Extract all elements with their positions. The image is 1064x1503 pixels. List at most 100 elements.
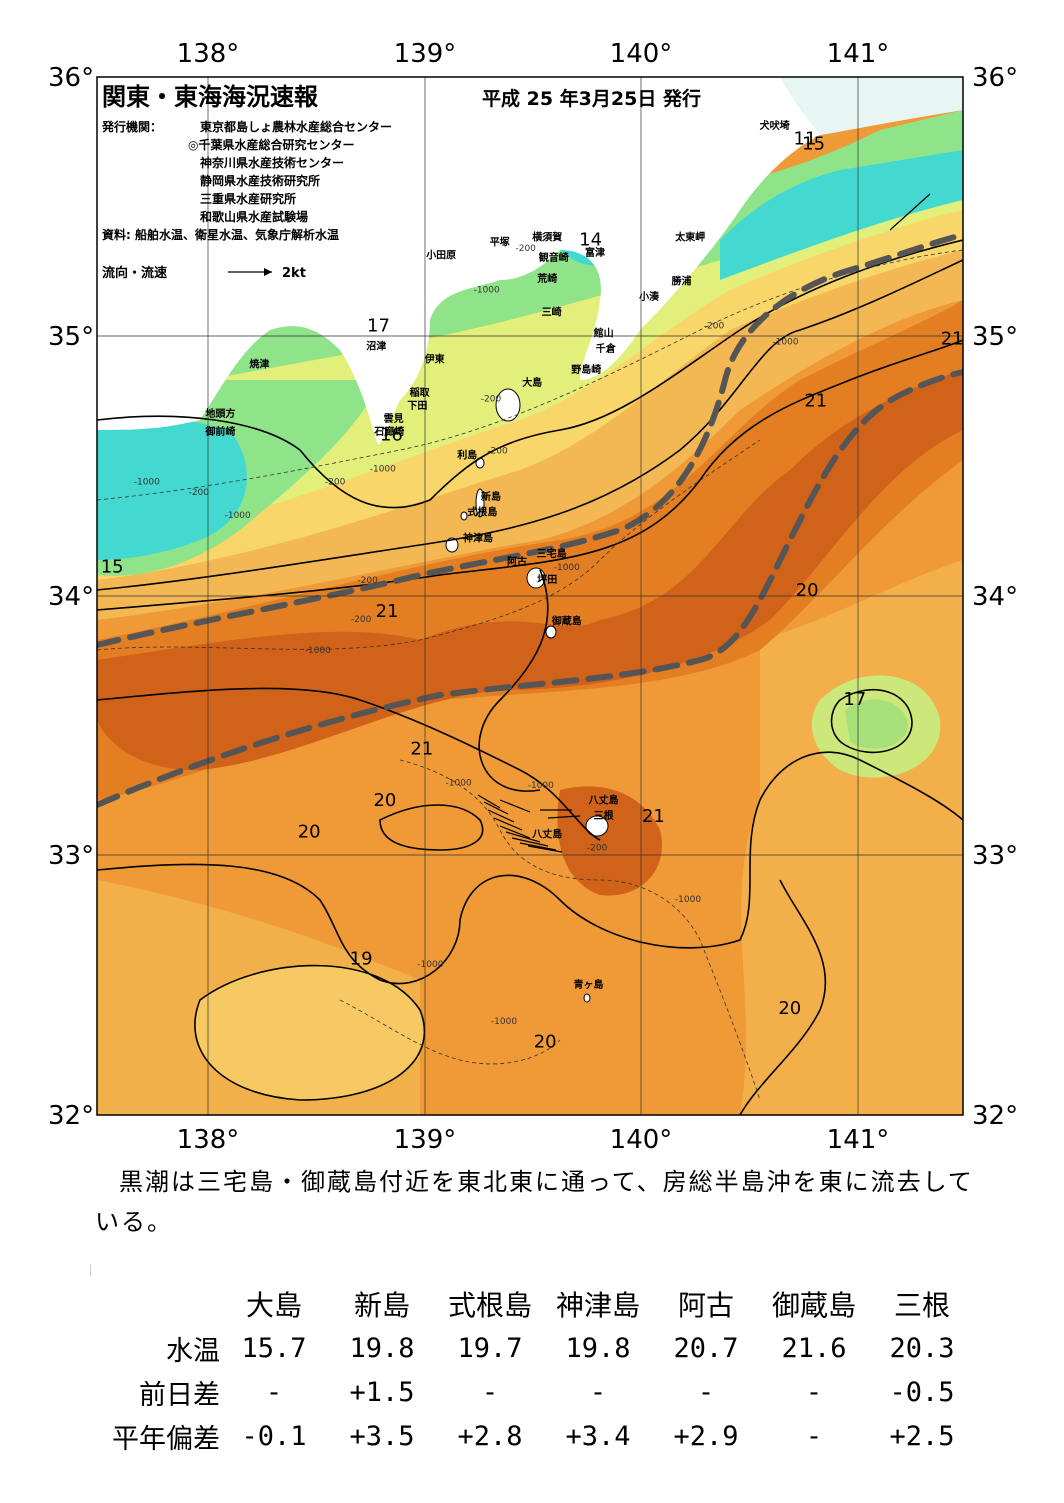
depth-label: -1000: [772, 337, 798, 347]
depth-label: -1000: [491, 1017, 517, 1027]
depth-label: -1000: [446, 778, 472, 788]
place-label: 太東岬: [674, 231, 705, 244]
place-label: 大島: [522, 376, 542, 389]
lon-label-bottom: 138°: [177, 1125, 240, 1155]
lat-label-left: 34°: [48, 582, 94, 612]
publisher: 和歌山県水産試験場: [199, 209, 308, 224]
summary-text: 黒潮は三宅島・御蔵島付近を東北東に通って、房総半島沖を東に流去している。: [95, 1168, 974, 1236]
place-label: 富津: [585, 246, 605, 259]
depth-label: -200: [351, 615, 372, 625]
row-header: 前日差: [139, 1379, 220, 1411]
depth-label: -1000: [305, 646, 331, 656]
table-cell: -: [805, 1420, 823, 1452]
isotherm-label: 17: [367, 315, 390, 336]
island-hachijojima: [585, 815, 609, 837]
table-cell: -: [697, 1376, 715, 1408]
lat-label-left: 36°: [48, 63, 94, 93]
table-row: 水温 15.7 19.8 19.7 19.8 20.7 21.6 20.3: [80, 1326, 976, 1370]
place-label: 石廊崎: [373, 425, 404, 438]
depth-label: -1000: [225, 511, 251, 521]
island-oshima: [495, 388, 521, 422]
table-cell: 19.8: [565, 1332, 631, 1364]
place-label: 荒崎: [536, 272, 557, 285]
depth-contour: [97, 439, 761, 651]
publisher: 静岡県水産技術研究所: [200, 173, 320, 188]
issue-date: 平成 25 年3月25日 発行: [482, 87, 701, 110]
depth-label: -200: [357, 576, 378, 586]
publisher: 神奈川県水産技術センター: [200, 155, 344, 170]
column-header: 阿古: [677, 1289, 734, 1322]
isotherm-label: 21: [410, 738, 433, 759]
depth-label: -1000: [474, 285, 500, 295]
place-label: 沼津: [366, 340, 386, 353]
isotherm-line: [97, 687, 601, 841]
isotherm-label: 21: [804, 391, 827, 412]
lat-label-left: 33°: [48, 841, 94, 871]
island-aogashima: [583, 993, 591, 1003]
table-cell: -0.1: [241, 1420, 307, 1452]
place-label: 雲見: [384, 413, 404, 425]
place-label: 三崎: [542, 306, 562, 319]
depth-label: -200: [325, 477, 346, 487]
table-cell: 19.8: [349, 1332, 415, 1364]
place-label: 館山: [593, 327, 614, 340]
depth-label: -1000: [528, 781, 554, 791]
cold-east: [720, 150, 963, 280]
island-temperature-table: 大島 新島 式根島 神津島 阿古 御蔵島 三根 水温 15.7 19.8 19.…: [80, 1282, 976, 1458]
flow-legend-arrowhead-icon: [264, 268, 272, 276]
isotherm-line: [830, 688, 913, 754]
lat-label-left: 32°: [48, 1101, 94, 1131]
lat-label-left: 35°: [48, 322, 94, 352]
isotherm-label: 15: [101, 557, 124, 578]
row-header: 平年偏差: [112, 1423, 220, 1455]
place-label: 千倉: [596, 342, 617, 355]
place-label: 平塚: [490, 236, 510, 249]
lon-label-top: 141°: [827, 39, 890, 69]
lat-label-right: 34°: [972, 582, 1018, 612]
place-label: 犬吠埼: [760, 119, 790, 132]
place-label: 三根: [594, 809, 614, 822]
kuroshio-core: [97, 370, 963, 771]
publisher: 三重県水産研究所: [200, 191, 296, 206]
place-label: 三宅島: [537, 547, 567, 560]
isotherm-line: [97, 259, 963, 591]
lat-label-right: 35°: [972, 322, 1018, 352]
flow-legend-label: 流向・流速: [102, 265, 167, 281]
place-label: 御前崎: [204, 425, 235, 438]
island-shikinejima: [460, 511, 468, 521]
place-label: 神津島: [463, 532, 493, 545]
place-label: 伊東: [424, 353, 445, 366]
lon-label-top: 140°: [610, 39, 673, 69]
publisher: 東京都島しょ農林水産総合センター: [200, 119, 392, 134]
depth-contour: [339, 999, 561, 1065]
sea-temperature-map: 138° 139° 140° 141° 138° 139° 140° 141° …: [48, 39, 1018, 1155]
isotherm-line: [194, 964, 426, 1101]
land-honshu: [97, 77, 963, 445]
table-cell: 15.7: [241, 1332, 307, 1364]
isotherm-label: 20: [298, 821, 321, 842]
isotherm-label: 15: [802, 134, 825, 155]
lon-label-bottom: 140°: [610, 1125, 673, 1155]
depth-label: -200: [487, 446, 508, 456]
depth-label: -200: [189, 488, 210, 498]
isotherm-label: 21: [642, 806, 665, 827]
place-label: 坪田: [537, 573, 557, 586]
isotherm-label: 20: [778, 998, 801, 1019]
island-mikurajima: [545, 625, 557, 639]
table-cell: -0.5: [889, 1376, 955, 1408]
isotherm-line: [97, 751, 963, 985]
eddy-17-core: [845, 699, 908, 749]
place-label: 新島: [481, 490, 501, 503]
kuroshio-axis-south: [97, 369, 963, 808]
table-row: 平年偏差 -0.1 +3.5 +2.8 +3.4 +2.9 - +2.5: [80, 1414, 976, 1458]
depth-contour: [399, 759, 761, 1101]
depth-label: -200: [481, 394, 502, 404]
place-label: 稲取: [410, 386, 431, 399]
place-label: 観音崎: [539, 251, 569, 264]
table-row: 前日差 - +1.5 - - - - -0.5: [80, 1370, 976, 1414]
table-cell: 19.7: [457, 1332, 523, 1364]
place-label: 小湊: [638, 290, 660, 303]
table-cell: -: [481, 1376, 499, 1408]
place-label: 阿古: [507, 555, 527, 568]
column-header: 御蔵島: [771, 1289, 856, 1322]
